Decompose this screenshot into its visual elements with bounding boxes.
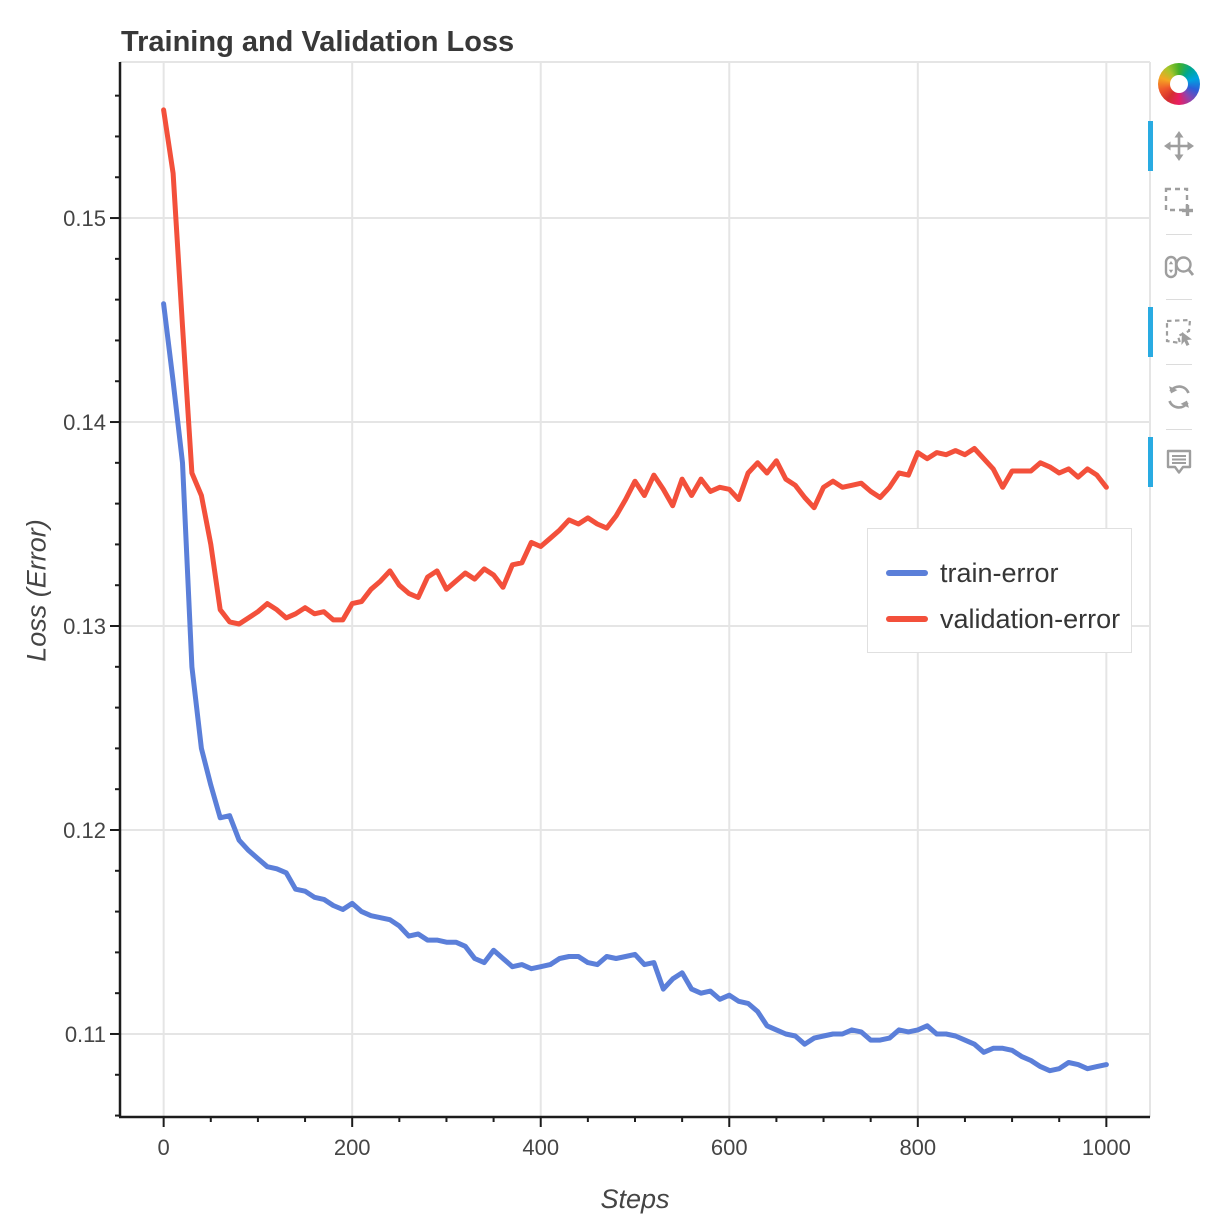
legend-item-train: train-error bbox=[868, 550, 1131, 596]
plot-title: Training and Validation Loss bbox=[121, 26, 515, 58]
x-axis-label: Steps bbox=[600, 1184, 670, 1214]
y-tick-label: 0.12 bbox=[63, 818, 106, 843]
pan-icon bbox=[1164, 131, 1194, 161]
validation-line-swatch bbox=[886, 616, 928, 622]
active-tool-indicator bbox=[1148, 121, 1153, 171]
reset-tool-button[interactable] bbox=[1148, 369, 1210, 425]
x-tick-label: 800 bbox=[899, 1135, 936, 1160]
toolbar bbox=[1148, 60, 1210, 490]
legend-label-validation: validation-error bbox=[940, 603, 1121, 634]
wheel-zoom-icon bbox=[1164, 255, 1195, 279]
active-tool-indicator bbox=[1148, 307, 1153, 357]
toolbar-separator bbox=[1166, 299, 1192, 300]
bokeh-logo[interactable] bbox=[1158, 63, 1200, 105]
pan-tool-button[interactable] bbox=[1148, 118, 1210, 174]
train-error-line bbox=[161, 301, 1109, 1074]
active-tool-indicator bbox=[1148, 437, 1153, 487]
validation-error-line bbox=[161, 107, 1109, 627]
train-line-swatch bbox=[886, 570, 928, 576]
y-axis-label: Loss (Error) bbox=[21, 519, 52, 662]
legend-item-validation: validation-error bbox=[868, 596, 1131, 642]
lasso-select-icon bbox=[1165, 318, 1192, 346]
legend-label-train: train-error bbox=[940, 557, 1059, 588]
y-tick-label: 0.13 bbox=[63, 614, 106, 639]
y-tick-label: 0.14 bbox=[63, 410, 106, 435]
y-tick-label: 0.15 bbox=[63, 206, 106, 231]
lasso-select-tool-button[interactable] bbox=[1148, 304, 1210, 360]
hover-tool-button[interactable] bbox=[1148, 434, 1210, 490]
x-tick-label: 1000 bbox=[1082, 1135, 1131, 1160]
x-tick-label: 0 bbox=[158, 1135, 170, 1160]
x-tick-label: 200 bbox=[334, 1135, 371, 1160]
toolbar-separator bbox=[1166, 429, 1192, 430]
logo-wrap bbox=[1148, 60, 1210, 108]
legend: train-error validation-error bbox=[867, 528, 1132, 653]
box-zoom-tool-button[interactable] bbox=[1148, 174, 1210, 230]
toolbar-separator bbox=[1166, 234, 1192, 235]
wheel-zoom-tool-button[interactable] bbox=[1148, 239, 1210, 295]
box-zoom-icon bbox=[1164, 187, 1193, 216]
x-tick-label: 400 bbox=[522, 1135, 559, 1160]
toolbar-separator bbox=[1166, 364, 1192, 365]
reset-icon bbox=[1168, 385, 1190, 409]
hover-icon bbox=[1166, 449, 1192, 474]
y-tick-label: 0.11 bbox=[65, 1022, 106, 1047]
x-tick-label: 600 bbox=[711, 1135, 748, 1160]
